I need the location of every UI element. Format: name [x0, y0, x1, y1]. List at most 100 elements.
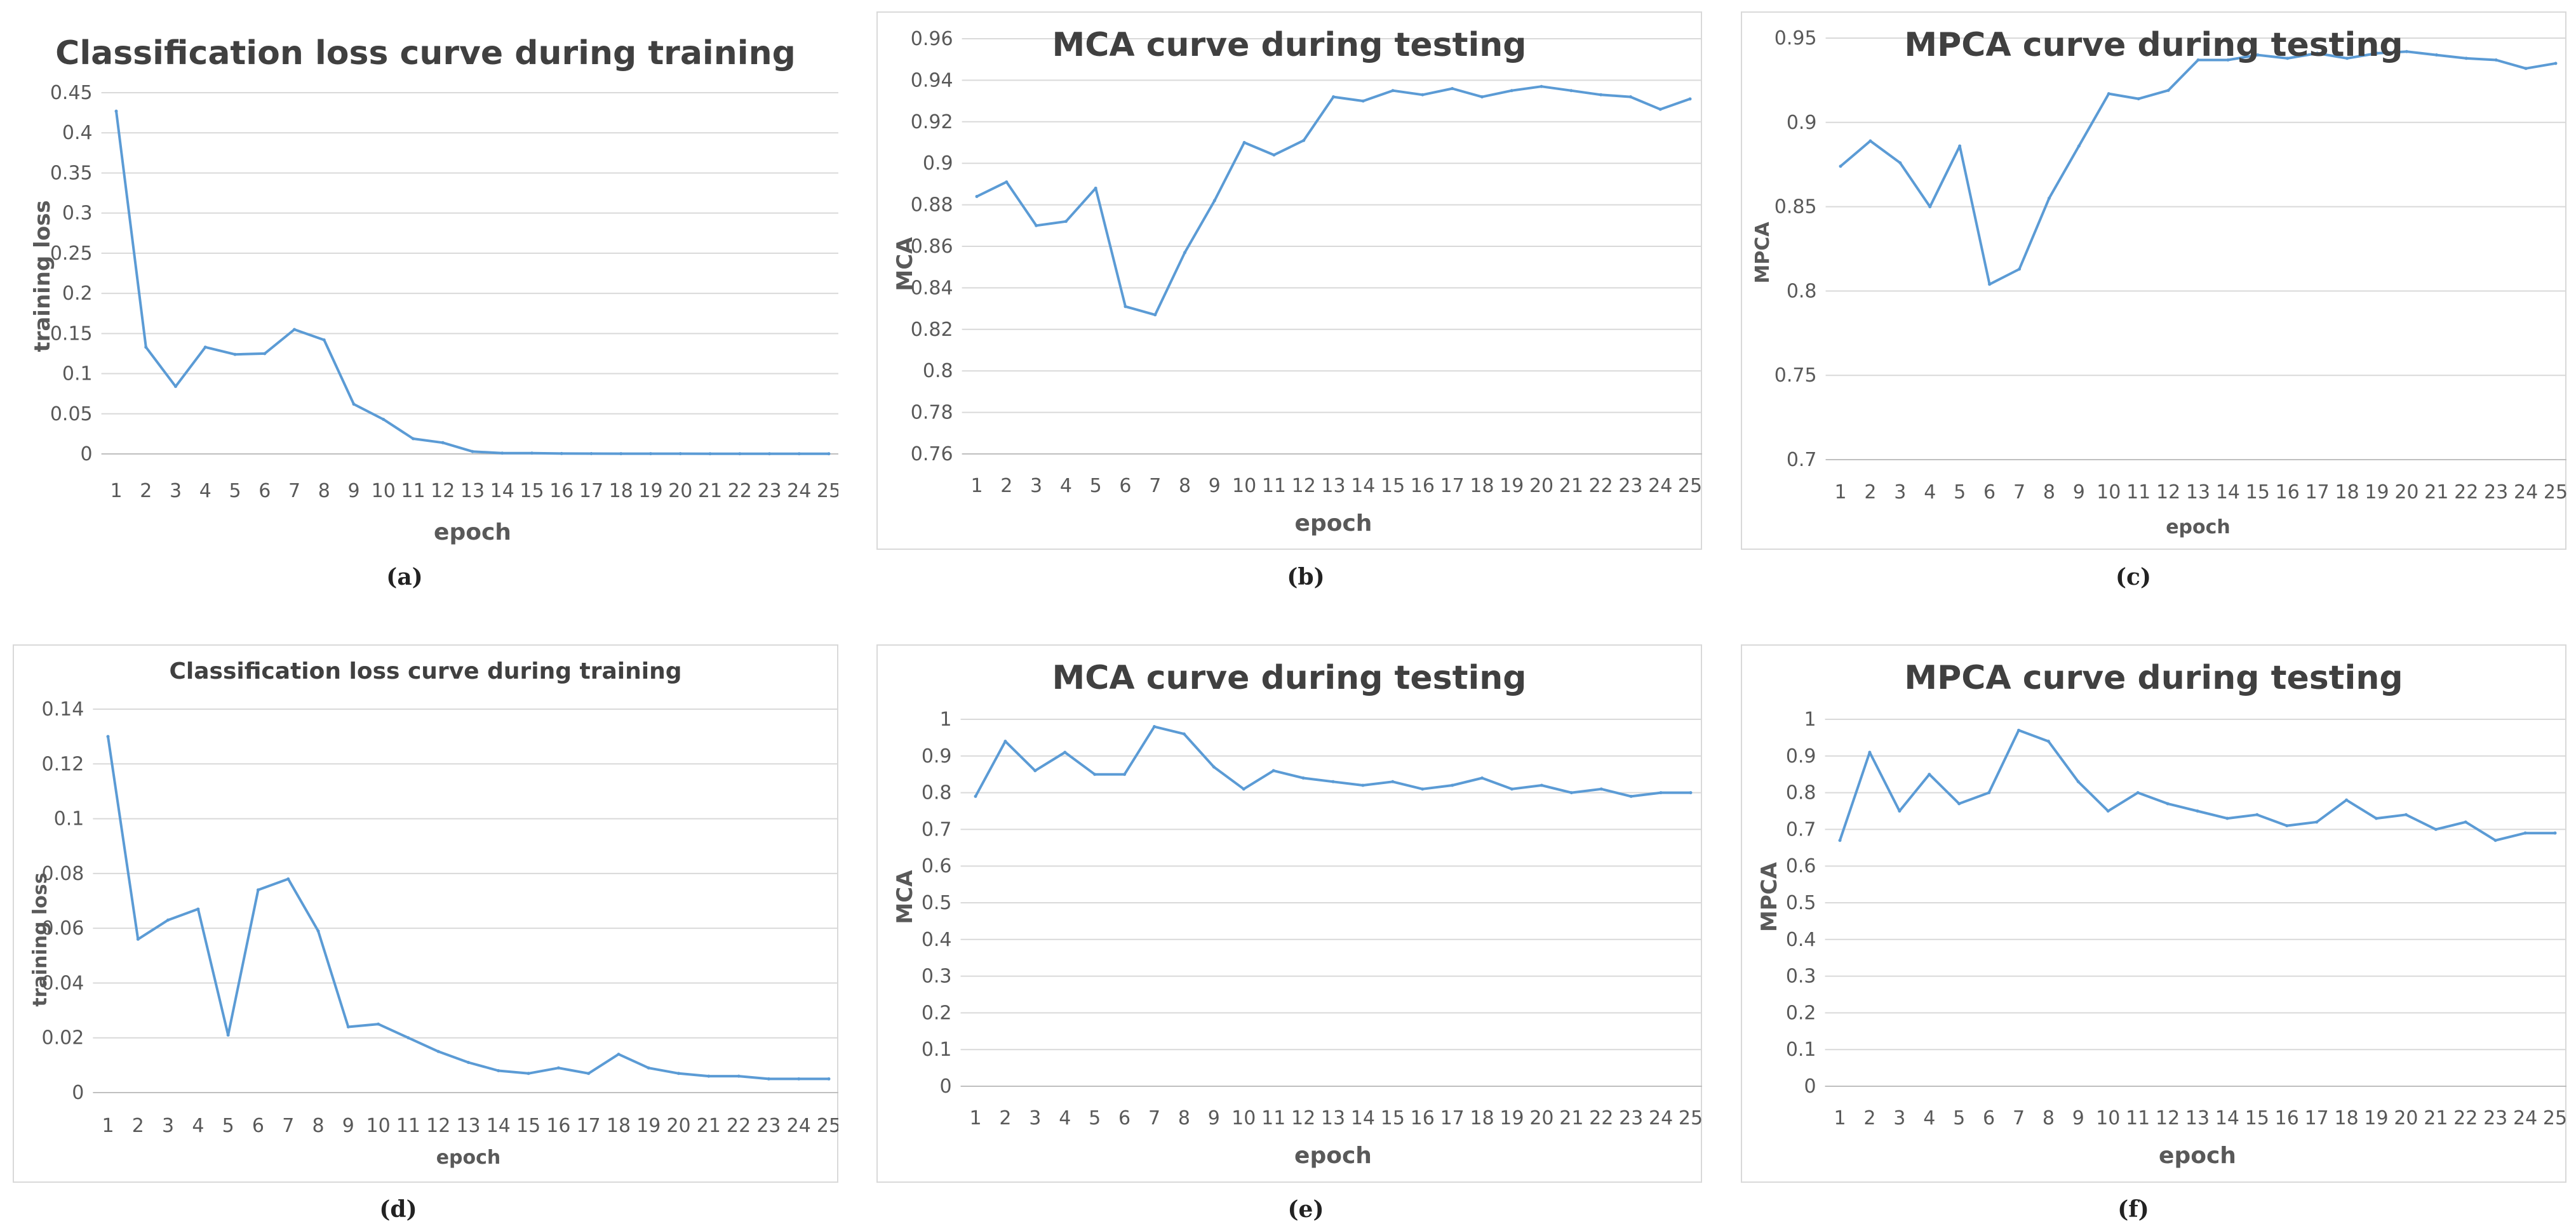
data-point — [436, 1049, 440, 1053]
x-tick-label: 15 — [1381, 475, 1405, 497]
x-tick-label: 20 — [1529, 475, 1553, 497]
y-tick-label: 0.8 — [922, 782, 952, 804]
x-tick-label: 25 — [2544, 481, 2566, 503]
y-tick-label: 0.14 — [42, 698, 84, 721]
y-tick-label: 0.75 — [1774, 364, 1817, 387]
x-tick-label: 13 — [456, 1115, 480, 1137]
x-tick-label: 23 — [2484, 481, 2508, 503]
x-tick-label: 23 — [756, 1115, 781, 1137]
x-tick-label: 1 — [1834, 1107, 1846, 1129]
data-point — [2493, 839, 2497, 842]
x-tick-label: 13 — [2186, 481, 2210, 503]
y-tick-label: 1 — [939, 709, 951, 731]
chart-f-svg: 00.10.20.30.40.50.60.70.80.911 2 3 4 5 6 7 8 9 10… — [1741, 644, 2566, 1183]
data-point — [2077, 144, 2081, 148]
x-tick-label: 19 — [636, 1115, 661, 1137]
data-point — [467, 1061, 470, 1065]
x-tick-label: 12 — [426, 1115, 450, 1137]
x-tick-label: 23 — [757, 480, 781, 502]
data-point — [1093, 773, 1097, 776]
data-point — [226, 1033, 230, 1037]
x-tick-label: 18 — [1470, 1107, 1494, 1129]
x-tick-label: 15 — [520, 480, 544, 502]
data-point — [1659, 791, 1663, 795]
y-tick-label: 0 — [1804, 1075, 1816, 1098]
data-point — [1153, 725, 1156, 729]
data-point — [1599, 787, 1603, 791]
chart-title: MPCA curve during testing — [1904, 26, 2403, 64]
data-point — [1689, 791, 1693, 795]
y-tick-label: 0.6 — [1786, 855, 1816, 877]
x-tick-label: 3 — [1029, 1107, 1041, 1129]
data-point — [2375, 816, 2378, 820]
series-line-training-loss — [115, 110, 829, 455]
x-tick-label: 4 — [1060, 475, 1072, 497]
x-tick-label: 18 — [1470, 475, 1494, 497]
x-tick-label: 2 — [1864, 481, 1876, 503]
x-tick-label: 19 — [638, 480, 662, 502]
y-tick-label: 0.3 — [62, 203, 93, 225]
x-tick-label: 5 — [222, 1115, 234, 1137]
x-tick-label: 11 — [1261, 1107, 1285, 1129]
x-tick-label: 8 — [318, 480, 330, 502]
x-tick-label: 3 — [1894, 481, 1906, 503]
x-tick-label: 16 — [2276, 481, 2300, 503]
data-point — [2404, 813, 2408, 816]
data-point — [797, 452, 801, 456]
x-tick-label: 16 — [2275, 1107, 2299, 1129]
data-point — [1182, 732, 1186, 736]
data-point — [1212, 199, 1216, 203]
data-point — [1391, 89, 1395, 93]
y-tick-label: 0.8 — [1787, 280, 1817, 302]
chart-d-border — [13, 644, 838, 1183]
x-tick-label: 20 — [668, 480, 692, 502]
x-tick-label: 4 — [1924, 481, 1936, 503]
data-point — [203, 345, 207, 349]
chart-panel-f: 0 0.1 0.2 0.3 0.4 0.5 0.6 0.7 0.8 0.9 1 1 2 3 4 5 6 7 8 9 10… — [1741, 644, 2566, 1183]
x-tick-label: 17 — [1440, 1107, 1465, 1129]
x-tick-label: 25 — [2543, 1107, 2566, 1129]
data-point — [1063, 750, 1067, 754]
y-tick-label: 0.1 — [62, 363, 93, 385]
data-point — [1958, 144, 1962, 148]
data-point — [1540, 783, 1543, 787]
y-tick-label: 0.8 — [1786, 782, 1816, 804]
data-point — [1510, 89, 1513, 93]
x-tick-label: 18 — [607, 1115, 631, 1137]
data-point — [2553, 831, 2557, 835]
data-point — [560, 451, 563, 455]
data-point — [293, 328, 296, 331]
x-axis-label: epoch — [1294, 1143, 1372, 1169]
x-tick-label: 9 — [347, 480, 359, 502]
y-tick-label: 0.95 — [1774, 27, 1817, 50]
x-tick-label: 8 — [2043, 1107, 2055, 1129]
x-tick-label: 4 — [1923, 1107, 1935, 1129]
data-point — [2523, 831, 2527, 835]
x-tick-label: 9 — [1209, 475, 1221, 497]
x-tick-label: 2 — [1000, 475, 1012, 497]
data-point — [2434, 827, 2438, 831]
x-tick-label: 13 — [1321, 475, 1345, 497]
data-point — [1480, 95, 1484, 99]
chart-f-border — [1741, 644, 2566, 1183]
data-point — [1451, 783, 1454, 787]
y-tick-label: 0.3 — [922, 966, 952, 988]
data-point — [1242, 787, 1245, 791]
data-point — [1332, 95, 1335, 99]
x-tick-label: 16 — [549, 480, 574, 502]
x-tick-label: 15 — [2245, 1107, 2269, 1129]
x-tick-label: 21 — [1559, 1107, 1583, 1129]
x-tick-label: 7 — [288, 480, 300, 502]
x-tick-label: 17 — [1440, 475, 1465, 497]
data-point — [2076, 780, 2080, 783]
data-point — [2137, 97, 2140, 101]
x-tick-label: 10 — [366, 1115, 391, 1137]
x-tick-label: 19 — [2364, 1107, 2388, 1129]
x-tick-label: 12 — [2156, 1107, 2180, 1129]
data-point — [2046, 740, 2050, 743]
data-point — [678, 452, 682, 456]
data-point — [1838, 839, 1842, 842]
x-tick-label: 12 — [1291, 1107, 1315, 1129]
y-axis-label: MPCA — [1757, 862, 1782, 932]
y-tick-label: 0.8 — [923, 360, 953, 382]
